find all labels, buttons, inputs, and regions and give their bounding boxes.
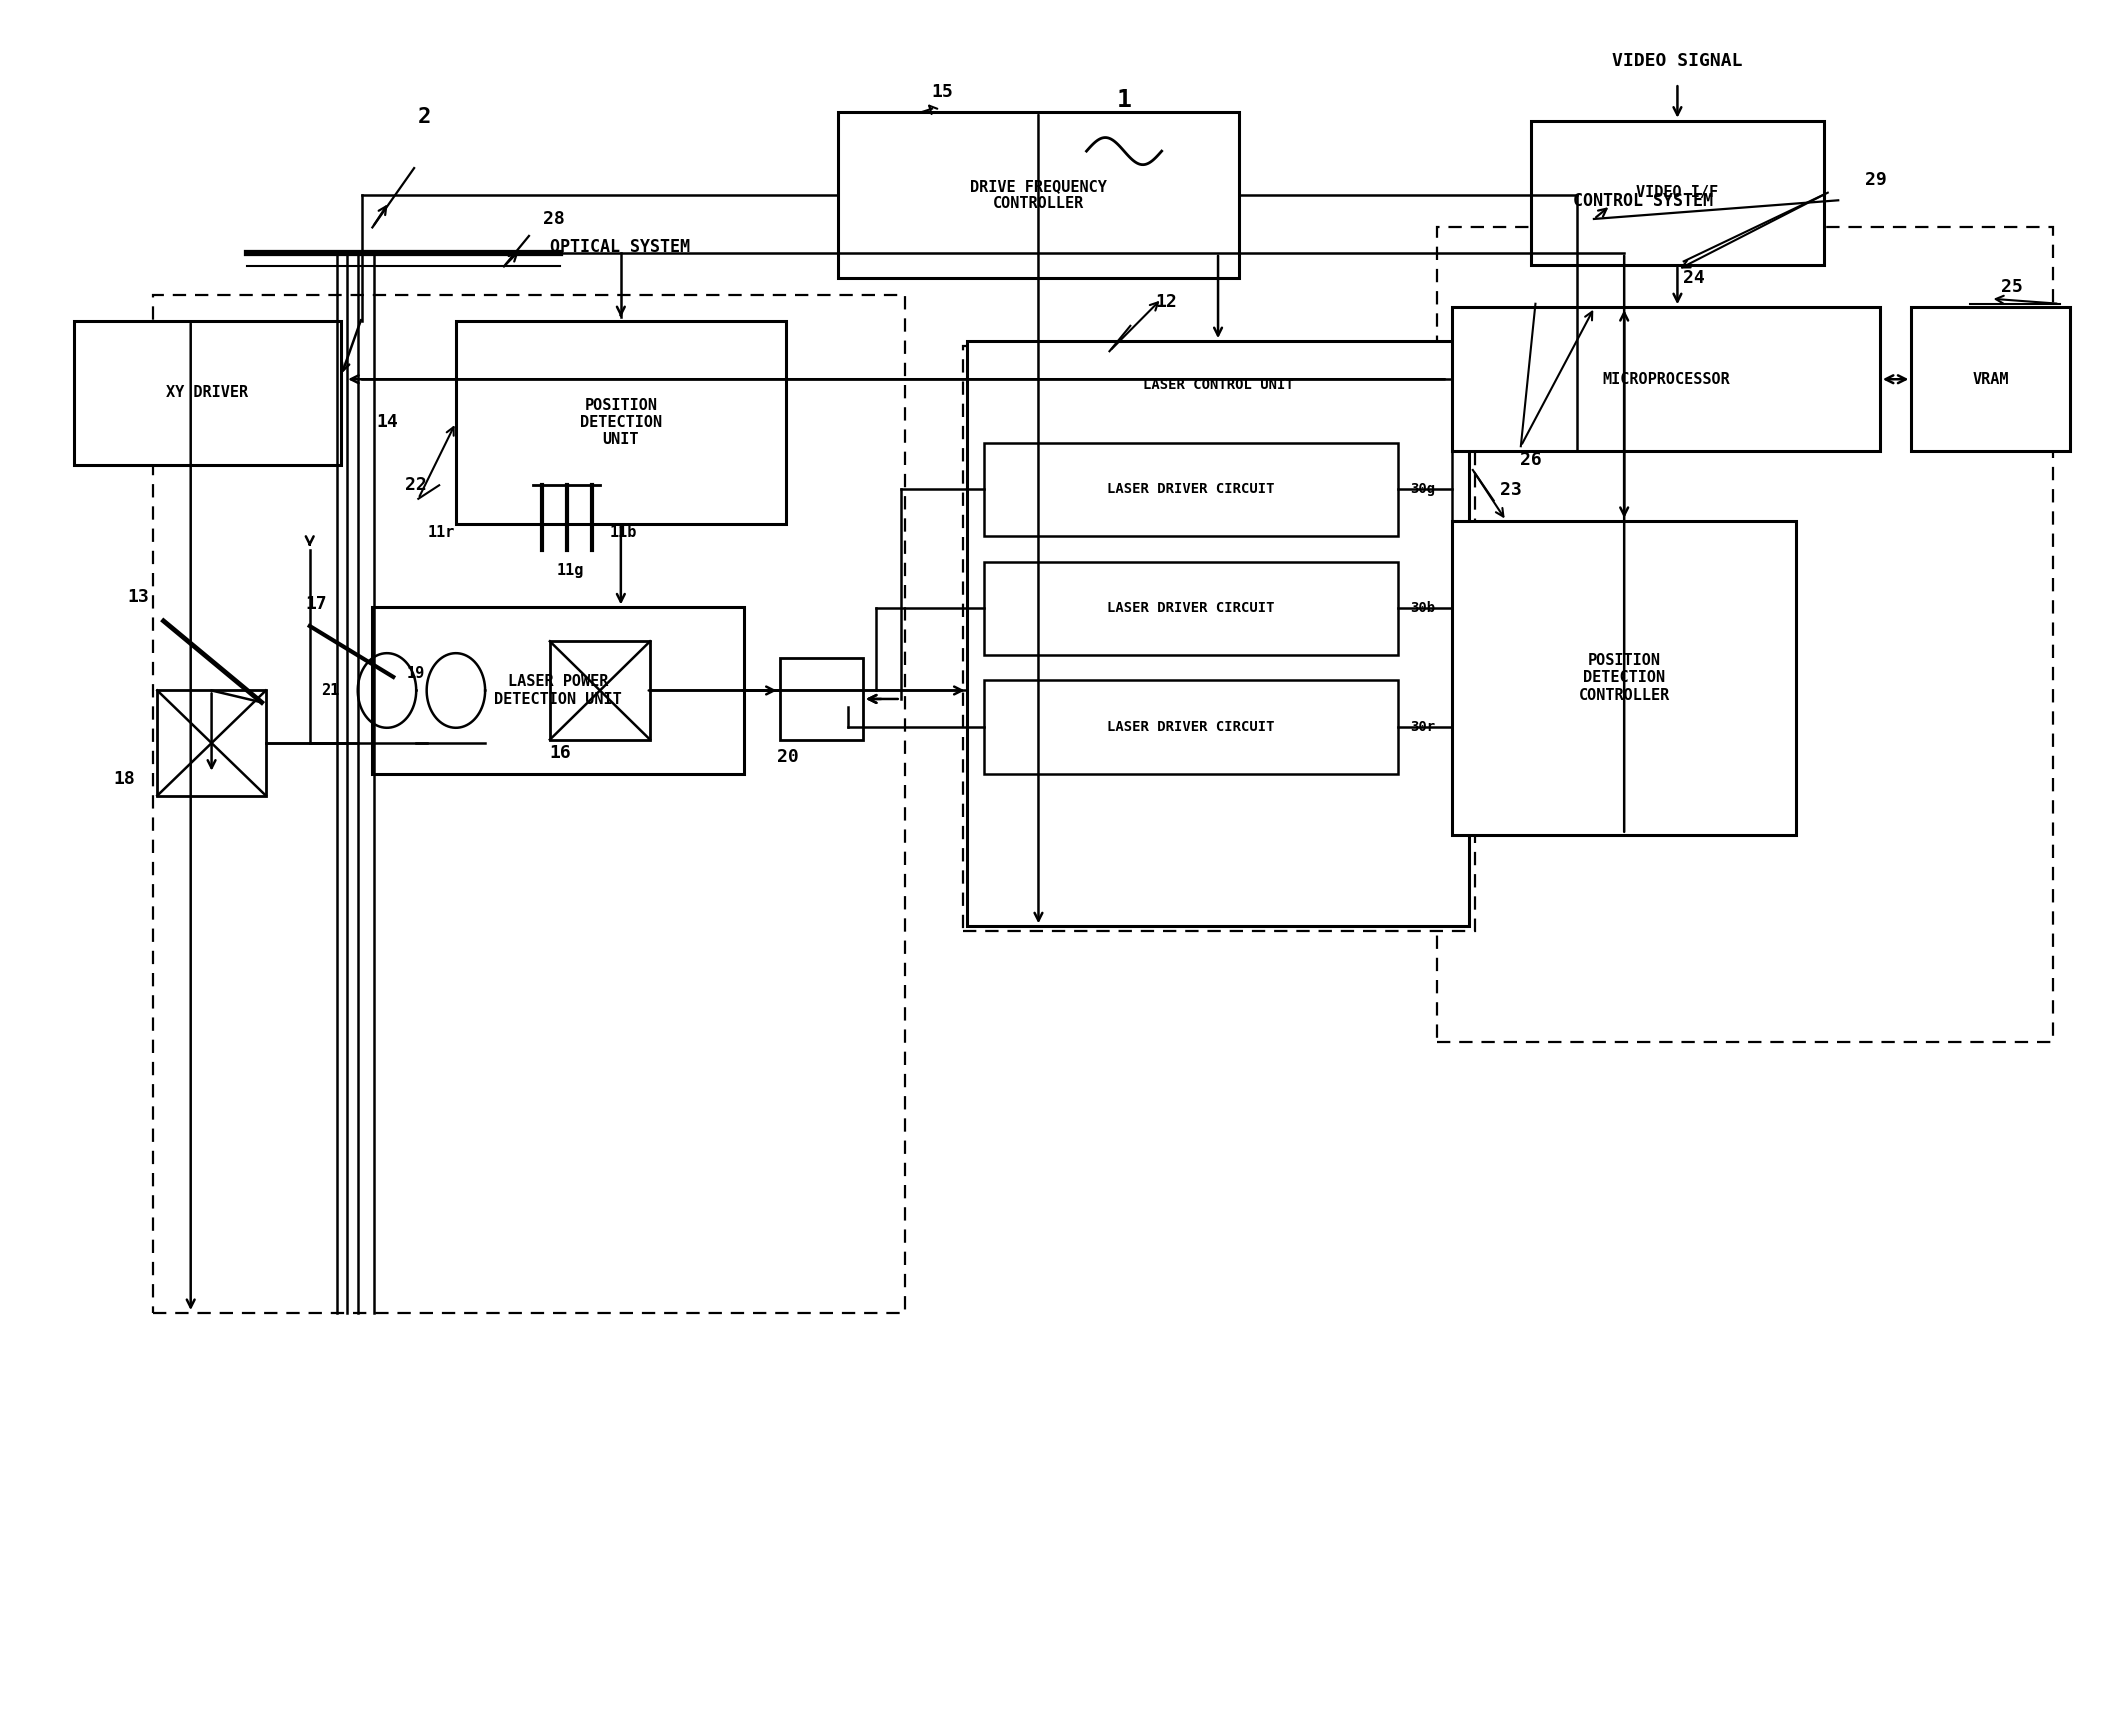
Bar xyxy=(967,340,1469,927)
Text: 1: 1 xyxy=(1116,89,1131,113)
Bar xyxy=(153,296,904,1313)
Text: 12: 12 xyxy=(1154,292,1177,311)
Text: 17: 17 xyxy=(305,595,326,612)
Text: 30r: 30r xyxy=(1410,720,1436,734)
Bar xyxy=(1452,522,1797,834)
Text: 30g: 30g xyxy=(1410,482,1436,496)
Text: POSITION
DETECTION
UNIT: POSITION DETECTION UNIT xyxy=(580,398,662,448)
Text: OPTICAL SYSTEM: OPTICAL SYSTEM xyxy=(551,238,689,256)
Text: VIDEO SIGNAL: VIDEO SIGNAL xyxy=(1612,53,1743,70)
Bar xyxy=(839,113,1238,279)
Text: 15: 15 xyxy=(931,82,954,101)
Text: 28: 28 xyxy=(542,210,565,227)
Bar xyxy=(1438,227,2054,1041)
Bar xyxy=(984,443,1398,537)
Bar xyxy=(158,691,265,795)
Text: 23: 23 xyxy=(1499,481,1522,499)
Bar xyxy=(984,681,1398,773)
Text: 11g: 11g xyxy=(557,563,584,578)
Text: 11r: 11r xyxy=(427,525,454,540)
Text: VRAM: VRAM xyxy=(1972,371,2010,386)
Bar xyxy=(372,607,744,773)
Text: LASER DRIVER CIRCUIT: LASER DRIVER CIRCUIT xyxy=(1108,720,1274,734)
Text: 16: 16 xyxy=(549,744,572,763)
Text: LASER DRIVER CIRCUIT: LASER DRIVER CIRCUIT xyxy=(1108,482,1274,496)
Text: 19: 19 xyxy=(408,665,425,681)
Text: XY DRIVER: XY DRIVER xyxy=(166,385,248,400)
Text: 2: 2 xyxy=(418,108,431,127)
Bar xyxy=(1911,308,2070,451)
Text: 20: 20 xyxy=(778,747,799,766)
Text: MICROPROCESSOR: MICROPROCESSOR xyxy=(1602,371,1730,386)
Text: LASER CONTROL UNIT: LASER CONTROL UNIT xyxy=(1143,378,1293,392)
Text: 22: 22 xyxy=(406,477,427,494)
Text: POSITION
DETECTION
CONTROLLER: POSITION DETECTION CONTROLLER xyxy=(1579,653,1669,703)
Text: LASER DRIVER CIRCUIT: LASER DRIVER CIRCUIT xyxy=(1108,602,1274,616)
Text: VIDEO I/F: VIDEO I/F xyxy=(1635,185,1719,200)
Text: 13: 13 xyxy=(128,588,149,605)
Text: DRIVE FREQUENCY
CONTROLLER: DRIVE FREQUENCY CONTROLLER xyxy=(969,180,1108,212)
Text: CONTROL SYSTEM: CONTROL SYSTEM xyxy=(1572,193,1713,210)
Text: 29: 29 xyxy=(1864,171,1888,188)
Bar xyxy=(551,641,650,740)
Text: 11b: 11b xyxy=(610,525,637,540)
Bar xyxy=(984,561,1398,655)
Text: LASER POWER
DETECTION UNIT: LASER POWER DETECTION UNIT xyxy=(494,674,622,706)
Bar xyxy=(780,658,864,740)
Bar xyxy=(456,321,786,525)
Text: 21: 21 xyxy=(322,682,341,698)
Bar xyxy=(1530,121,1825,265)
Text: 30b: 30b xyxy=(1410,602,1436,616)
Bar xyxy=(963,345,1476,932)
Text: 18: 18 xyxy=(114,770,135,788)
Text: 24: 24 xyxy=(1684,268,1705,287)
Text: 14: 14 xyxy=(376,414,397,431)
Text: 25: 25 xyxy=(2001,277,2022,296)
Bar xyxy=(1452,308,1879,451)
Text: 26: 26 xyxy=(1520,451,1543,469)
Bar xyxy=(74,321,341,465)
